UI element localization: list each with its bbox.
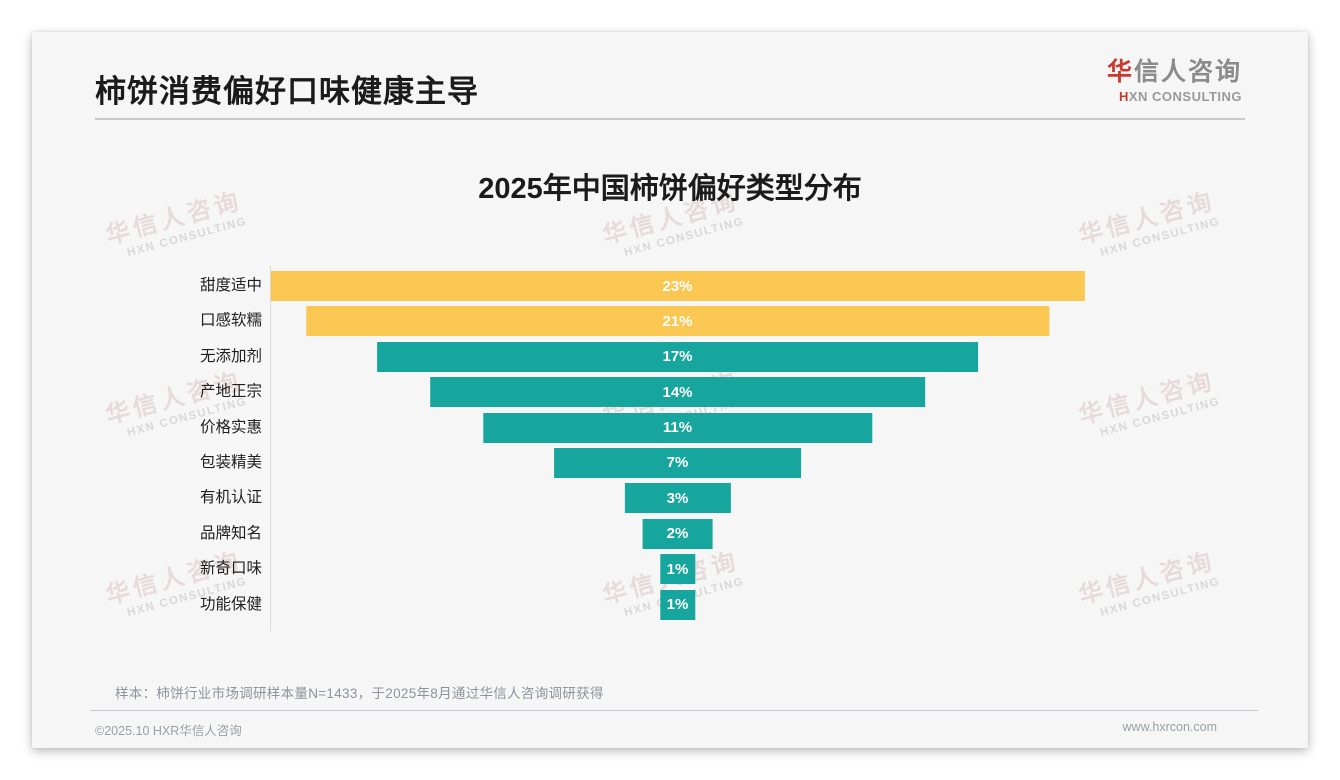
bar-value-label: 3% xyxy=(666,489,689,507)
bar-value-label: 11% xyxy=(662,419,693,437)
company-logo: 华信人咨询 HXN CONSULTING xyxy=(1107,52,1242,104)
funnel-bar: 21% xyxy=(305,306,1050,337)
funnel-rows: 甜度适中 23% 口感软糯 21% 无添加剂 17% 产地正宗 14% 价格实惠 11% 包装精美 7… xyxy=(32,271,1308,620)
bar-track: 23% xyxy=(270,271,1308,301)
category-label: 产地正宗 xyxy=(199,383,262,401)
header-divider xyxy=(95,118,1245,120)
axis-line xyxy=(270,266,271,631)
footer: ©2025.10 HXR华信人咨询 www.hxrcon.com xyxy=(95,720,1217,739)
category-label: 甜度适中 xyxy=(199,277,262,294)
website-url: www.hxrcon.com xyxy=(1122,720,1217,734)
report-slide: 华信人咨询 HXN CONSULTING 华信人咨询 HXN CONSULTING 华信… xyxy=(32,32,1308,748)
category-label: 包装精美 xyxy=(199,453,262,471)
bar-track: 1% xyxy=(278,589,1308,620)
funnel-chart: 甜度适中 23% 口感软糯 21% 无添加剂 17% 产地正宗 14% 价格实惠 11% 包装精美 7… xyxy=(32,266,1308,631)
bar-value-label: 1% xyxy=(666,560,689,578)
bar-value-label: 17% xyxy=(662,348,693,366)
chart-row: 新奇口味 1% xyxy=(32,554,1308,585)
funnel-bar: 11% xyxy=(482,412,873,443)
chart-row: 无添加剂 17% xyxy=(32,341,1308,372)
bar-track: 2% xyxy=(278,518,1308,549)
category-label: 口感软糯 xyxy=(199,312,262,330)
bar-value-label: 14% xyxy=(662,383,693,401)
copyright-text: ©2025.10 HXR华信人咨询 xyxy=(95,724,242,738)
chart-row: 包装精美 7% xyxy=(32,447,1308,478)
bar-track: 11% xyxy=(278,412,1308,443)
bar-track: 21% xyxy=(278,306,1308,337)
bar-track: 7% xyxy=(278,447,1308,478)
chart-row: 有机认证 3% xyxy=(32,483,1308,514)
page-title: 柿饼消费偏好口味健康主导 xyxy=(95,74,479,109)
funnel-bar: 17% xyxy=(376,341,979,372)
funnel-bar: 14% xyxy=(429,377,926,408)
footer-divider xyxy=(90,710,1258,711)
bar-track: 17% xyxy=(278,341,1308,372)
bar-value-label: 2% xyxy=(666,525,689,543)
sample-note: 样本：柿饼行业市场调研样本量N=1433，于2025年8月通过华信人咨询调研获得 xyxy=(115,686,604,701)
funnel-bar: 1% xyxy=(659,589,696,620)
category-label: 品牌知名 xyxy=(199,524,262,542)
chart-row: 品牌知名 2% xyxy=(32,518,1308,549)
category-label: 价格实惠 xyxy=(199,418,262,436)
chart-row: 价格实惠 11% xyxy=(32,412,1308,443)
logo-cn-text: 华信人咨询 xyxy=(1106,58,1242,86)
category-label: 新奇口味 xyxy=(199,560,262,578)
funnel-bar: 2% xyxy=(642,518,713,549)
chart-row: 甜度适中 23% xyxy=(32,271,1308,301)
bar-value-label: 7% xyxy=(666,454,689,472)
funnel-bar: 1% xyxy=(659,554,696,585)
chart-title: 2025年中国柿饼偏好类型分布 xyxy=(478,173,862,205)
chart-row: 口感软糯 21% xyxy=(32,306,1308,337)
funnel-bar: 23% xyxy=(270,271,1085,301)
funnel-bar: 7% xyxy=(553,447,802,478)
category-label: 功能保健 xyxy=(199,595,262,613)
chart-row: 产地正宗 14% xyxy=(32,377,1308,408)
chart-row: 功能保健 1% xyxy=(32,589,1308,620)
bar-value-label: 21% xyxy=(662,312,693,330)
bar-track: 3% xyxy=(278,483,1308,514)
funnel-bar: 3% xyxy=(624,483,731,514)
category-label: 无添加剂 xyxy=(199,347,262,365)
logo-en-text: HXN CONSULTING xyxy=(1118,89,1242,104)
bar-track: 1% xyxy=(278,554,1308,585)
bar-track: 14% xyxy=(278,377,1308,408)
category-label: 有机认证 xyxy=(199,489,262,507)
bar-value-label: 23% xyxy=(662,277,693,295)
bar-value-label: 1% xyxy=(666,596,689,614)
